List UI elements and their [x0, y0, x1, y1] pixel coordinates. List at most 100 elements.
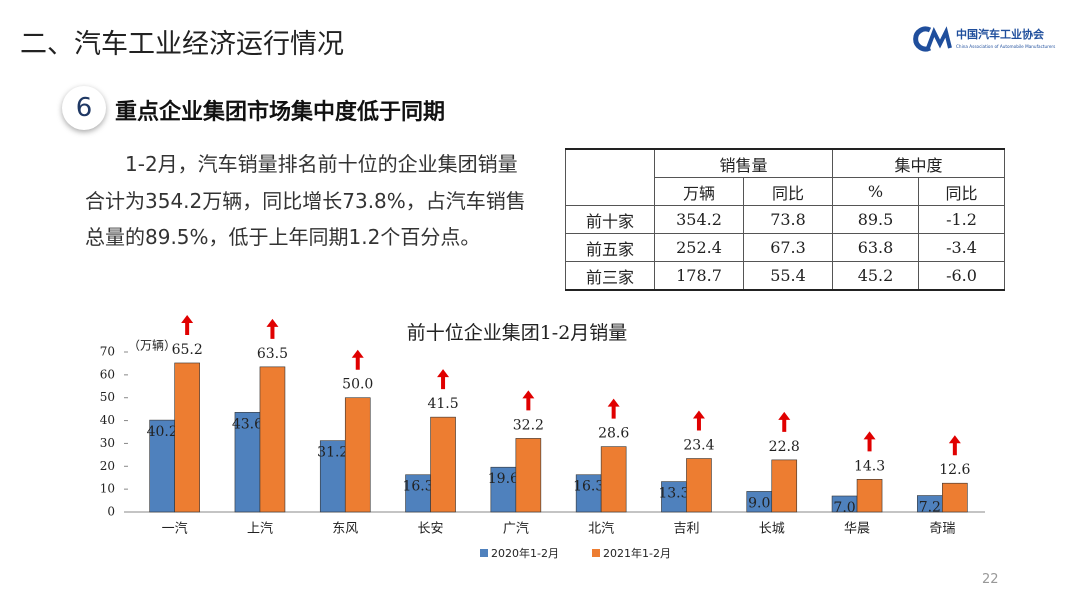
- table-group-header: 集中度: [832, 148, 1005, 178]
- table-row: 销售量 集中度: [565, 148, 1005, 206]
- table-cell: 67.3: [743, 233, 833, 262]
- data-label: 14.3: [854, 458, 885, 474]
- y-tick-label: 30: [100, 436, 115, 450]
- table-row: 前五家 252.4 67.3 63.8 -3.4: [565, 233, 1005, 262]
- x-tick-label: 长城: [759, 522, 785, 537]
- data-label: 50.0: [342, 377, 373, 393]
- table-row-header: 前十家: [565, 205, 655, 234]
- logo-mark: [926, 26, 952, 49]
- x-tick-label: 吉利: [673, 522, 699, 537]
- table-row: 前三家 178.7 55.4 45.2 -6.0: [565, 261, 1005, 291]
- bar: [661, 481, 687, 513]
- table-cell: 73.8: [743, 205, 833, 234]
- y-tick-label: 0: [107, 505, 115, 519]
- data-label: 16.3: [402, 479, 433, 495]
- table-cell: -3.4: [918, 233, 1005, 262]
- table-cell: 45.2: [832, 261, 919, 291]
- table-cell: 252.4: [654, 233, 744, 262]
- x-tick-label: 长安: [418, 522, 444, 537]
- table-cell: 178.7: [654, 261, 744, 291]
- page-number: 22: [982, 572, 999, 587]
- legend-label: 2021年1-2月: [603, 546, 671, 560]
- table-row: 前十家 354.2 73.8 89.5 -1.2: [565, 205, 1005, 234]
- legend-label: 2020年1-2月: [491, 546, 559, 560]
- table-cell: 63.8: [832, 233, 919, 262]
- bar: [319, 440, 346, 513]
- up-arrow: [266, 318, 279, 339]
- y-tick-label: 40: [100, 413, 115, 427]
- legend-swatch: [480, 549, 488, 557]
- bar: [174, 362, 200, 513]
- bar: [942, 482, 968, 513]
- table-subheader: 万辆: [654, 177, 744, 206]
- data-label: 41.5: [427, 396, 458, 412]
- up-arrow: [863, 431, 876, 452]
- data-label: 31.2: [317, 445, 348, 461]
- data-label: 28.6: [598, 426, 629, 442]
- section-title: 重点企业集团市场集中度低于同期: [115, 100, 446, 125]
- bar: [856, 479, 883, 513]
- bar: [515, 438, 542, 513]
- section-number: 6: [62, 86, 106, 130]
- paragraph: 1-2月，汽车销量排名前十位的企业集团销量合计为354.2万辆，同比增长73.8…: [85, 152, 526, 249]
- up-arrow: [692, 410, 705, 431]
- table-group-header: 销售量: [654, 148, 833, 178]
- bar: [430, 416, 456, 513]
- y-tick-label: 20: [100, 459, 115, 473]
- data-label: 13.3: [658, 486, 689, 502]
- x-tick-label: 上汽: [247, 522, 273, 537]
- data-label: 63.5: [257, 346, 288, 362]
- up-arrow: [437, 369, 450, 390]
- table-cell: -6.0: [918, 261, 1005, 291]
- bar: [771, 459, 798, 513]
- data-label: 7.0: [833, 500, 855, 516]
- bar: [600, 446, 627, 513]
- data-label: 22.8: [769, 439, 800, 455]
- bar: [149, 419, 175, 513]
- x-tick-label: 东风: [332, 522, 358, 537]
- data-label: 32.2: [513, 417, 544, 433]
- data-label: 9.0: [748, 495, 770, 511]
- bar: [344, 397, 371, 513]
- up-arrow: [351, 349, 364, 370]
- data-label: 19.6: [488, 471, 519, 487]
- table-row-header: 前三家: [565, 261, 655, 291]
- x-tick-label: 北汽: [588, 522, 614, 537]
- logo-english: China Association of Automobile Manufact…: [956, 44, 1055, 49]
- chart: 前十位企业集团1-2月销量 （万辆） 0 10 20 30 40 50 60 70 一汽 40.2 65…: [100, 314, 985, 560]
- data-label: 12.6: [939, 462, 970, 478]
- x-tick-label: 一汽: [162, 522, 188, 537]
- data-label: 65.2: [172, 342, 203, 358]
- table-cell: -1.2: [918, 205, 1005, 234]
- logo-mark: [913, 26, 932, 52]
- table: 销售量 集中度 万辆 同比% 同比 前十家 354.2 73.8 89.5 -1.2 前五家 252.…: [565, 148, 1005, 291]
- x-tick-label: 华晨: [844, 522, 870, 537]
- y-tick-label: 60: [100, 367, 115, 381]
- y-axis-label: （万辆）: [128, 339, 176, 353]
- table-subheader: 同比: [743, 177, 833, 206]
- up-arrow: [522, 390, 535, 411]
- data-label: 40.2: [147, 424, 178, 440]
- data-label: 43.6: [232, 416, 263, 432]
- x-tick-label: 奇瑞: [929, 521, 955, 537]
- table-corner: [565, 148, 655, 206]
- y-tick-label: 50: [100, 390, 115, 404]
- legend-swatch: [592, 549, 600, 557]
- table-row-header: 前五家: [565, 233, 655, 262]
- data-label: 7.2: [919, 500, 941, 516]
- data-label: 16.3: [573, 479, 604, 495]
- chart-title: 前十位企业集团1-2月销量: [407, 322, 628, 344]
- y-tick-label: 70: [100, 345, 115, 359]
- bar: [234, 412, 261, 513]
- logo: 中国汽车工业协会 China Association of Automobile…: [913, 26, 1055, 52]
- x-tick-label: 广汽: [503, 522, 529, 537]
- up-arrow: [181, 314, 194, 335]
- bar: [686, 458, 712, 513]
- logo-name: 中国汽车工业协会: [956, 27, 1045, 41]
- bar: [575, 474, 602, 513]
- data-label: 23.4: [683, 438, 714, 454]
- up-arrow: [778, 411, 791, 432]
- bar: [259, 366, 286, 513]
- y-tick-label: 10: [100, 482, 115, 496]
